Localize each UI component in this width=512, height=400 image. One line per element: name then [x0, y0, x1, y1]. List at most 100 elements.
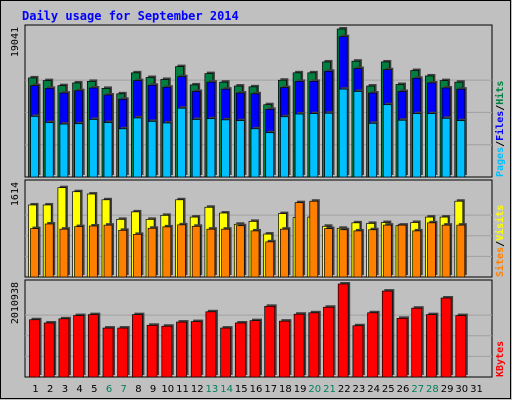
- x-label-16: 16: [250, 384, 263, 395]
- bar-hits-pages-15: Pages 15: 7250: [235, 120, 245, 178]
- x-label-3: 3: [62, 384, 68, 395]
- bar-visits-sites-24: Sites 24: 820: [368, 229, 377, 278]
- bar-kbytes-kbytes-29: KBytes 29: 1708000: [440, 297, 452, 378]
- x-label-27: 27: [411, 384, 424, 395]
- x-label-26: 26: [397, 384, 410, 395]
- bar-hits-pages-22: Pages 22: 11300: [338, 88, 348, 178]
- bar-visits-sites-11: Sites 11: 905: [177, 224, 186, 278]
- bar-visits-sites-22: Sites 22: 820: [338, 229, 348, 278]
- x-label-10: 10: [161, 384, 174, 395]
- x-label-17: 17: [264, 384, 277, 395]
- bar-visits-sites-15: Sites 15: 890: [235, 225, 245, 278]
- bar-hits-pages-6: Pages 6: 7000: [103, 122, 113, 178]
- x-label-30: 30: [455, 384, 468, 395]
- bar-hits-pages-13: Pages 13: 7500: [206, 118, 216, 178]
- x-label-6: 6: [106, 384, 112, 395]
- bar-hits-pages-28: Pages 28: 8150: [427, 113, 436, 178]
- legend-files: Files: [494, 111, 506, 141]
- bar-kbytes-kbytes-23: KBytes 23: 1108000: [352, 325, 364, 378]
- bar-kbytes-kbytes-11: KBytes 11: 1188000: [176, 321, 187, 378]
- bar-visits-sites-2: Sites 2: 920: [44, 223, 54, 278]
- bar-kbytes-kbytes-3: KBytes 3: 1258000: [58, 318, 70, 378]
- bar-visits-sites-14: Sites 14: 830: [221, 228, 230, 278]
- bar-kbytes-kbytes-28: KBytes 28: 1348000: [426, 314, 437, 378]
- x-label-9: 9: [150, 384, 156, 395]
- bar-hits-pages-23: Pages 23: 11000: [353, 91, 363, 178]
- x-label-12: 12: [191, 384, 204, 395]
- bar-visits-sites-20: Sites 20: 1315: [309, 200, 319, 278]
- legend-separator: /: [495, 105, 506, 111]
- bar-hits-pages-24: Pages 24: 6900: [368, 123, 377, 178]
- bar-visits-sites-18: Sites 18: 830: [280, 228, 289, 278]
- legend-kbytes: KBytes: [495, 341, 506, 377]
- bar-hits-pages-5: Pages 5: 7400: [88, 119, 98, 178]
- bar-visits-sites-26: Sites 26: 900: [397, 224, 407, 278]
- bar-visits-sites-19: Sites 19: 1290: [294, 202, 304, 278]
- bar-visits-sites-23: Sites 23: 800: [353, 230, 363, 278]
- bar-kbytes-kbytes-24: KBytes 24: 1388000: [367, 312, 378, 378]
- bar-hits-pages-14: Pages 14: 7350: [221, 119, 230, 178]
- panel-hits-legend: Pages/Files/Hits: [494, 81, 506, 177]
- x-label-11: 11: [176, 384, 189, 395]
- x-label-29: 29: [441, 384, 454, 395]
- bar-hits-pages-8: Pages 8: 7600: [133, 117, 142, 178]
- bar-kbytes-kbytes-13: KBytes 13: 1410000: [205, 311, 217, 378]
- bar-hits-pages-27: Pages 27: 8150: [412, 113, 422, 178]
- x-label-7: 7: [121, 384, 127, 395]
- bar-visits-sites-7: Sites 7: 810: [118, 229, 128, 278]
- bar-visits-sites-29: Sites 29: 900: [441, 224, 451, 278]
- bar-hits-pages-11: Pages 11: 8850: [177, 107, 186, 178]
- bar-kbytes-kbytes-16: KBytes 16: 1218000: [249, 320, 261, 378]
- bar-kbytes-kbytes-15: KBytes 15: 1168000: [234, 322, 246, 378]
- x-axis-labels: 1 2 3 4 5 6 7 8 9 10 11 12 13 14 15 16 17 18 19 20 21 22 23 24 2…: [32, 384, 483, 395]
- bar-kbytes-kbytes-2: KBytes 2: 1168000: [43, 322, 55, 378]
- bar-kbytes-kbytes-1: KBytes 1: 1238000: [29, 319, 40, 378]
- bar-kbytes-kbytes-6: KBytes 6: 1058000: [102, 327, 114, 378]
- panel-kbytes-legend: KBytes: [495, 341, 506, 377]
- panel-visits-max-label: 1614: [10, 182, 21, 206]
- bar-kbytes-kbytes-12: KBytes 12: 1198000: [190, 321, 202, 378]
- bar-hits-pages-4: Pages 4: 6850: [74, 123, 83, 178]
- legend-separator: /: [495, 141, 506, 147]
- panel-hits-max-label: 19041: [10, 27, 21, 57]
- bar-kbytes-kbytes-20: KBytes 20: 1388000: [308, 312, 320, 378]
- bar-hits-pages-3: Pages 3: 6800: [59, 123, 69, 178]
- bar-visits-sites-5: Sites 5: 885: [88, 225, 98, 278]
- bar-visits-sites-9: Sites 9: 846: [147, 227, 157, 278]
- x-label-24: 24: [367, 384, 380, 395]
- x-label-8: 8: [135, 384, 141, 395]
- bar-kbytes-kbytes-27: KBytes 27: 1488000: [411, 307, 423, 378]
- bar-hits-pages-20: Pages 20: 8150: [309, 113, 319, 178]
- bar-hits-pages-12: Pages 12: 7400: [191, 119, 201, 178]
- x-label-25: 25: [382, 384, 395, 395]
- bar-visits-sites-16: Sites 16: 800: [250, 230, 260, 278]
- bar-visits-sites-12: Sites 12: 880: [191, 225, 201, 278]
- x-label-23: 23: [353, 384, 366, 395]
- bar-hits-pages-7: Pages 7: 6200: [118, 128, 128, 178]
- bar-hits-pages-19: Pages 19: 8100: [294, 113, 304, 178]
- bar-visits-sites-28: Sites 28: 940: [427, 222, 436, 278]
- x-label-28: 28: [426, 384, 439, 395]
- bar-kbytes-kbytes-14: KBytes 14: 1058000: [220, 327, 231, 378]
- bar-hits-pages-9: Pages 9: 7150: [147, 121, 157, 178]
- x-label-4: 4: [76, 384, 82, 395]
- x-label-18: 18: [279, 384, 292, 395]
- bar-hits-pages-21: Pages 21: 8200: [324, 112, 333, 178]
- x-label-1: 1: [32, 384, 38, 395]
- bar-kbytes-kbytes-22: KBytes 22: 2010938: [337, 283, 349, 378]
- bar-hits-pages-26: Pages 26: 7300: [397, 119, 407, 178]
- bar-visits-sites-1: Sites 1: 840: [30, 228, 39, 278]
- bar-visits-sites-8: Sites 8: 740: [133, 234, 142, 278]
- legend-separator: /: [495, 241, 506, 247]
- legend-hits: Hits: [494, 81, 506, 105]
- panel-kbytes-max-label: 2010938: [10, 282, 21, 324]
- bar-kbytes-kbytes-10: KBytes 10: 1098000: [161, 325, 173, 378]
- bar-hits-pages-17: Pages 17: 5700: [265, 132, 275, 178]
- x-label-19: 19: [294, 384, 307, 395]
- bar-hits-pages-30: Pages 30: 7250: [456, 120, 466, 178]
- x-label-5: 5: [91, 384, 97, 395]
- bar-kbytes-kbytes-4: KBytes 4: 1328000: [73, 315, 84, 378]
